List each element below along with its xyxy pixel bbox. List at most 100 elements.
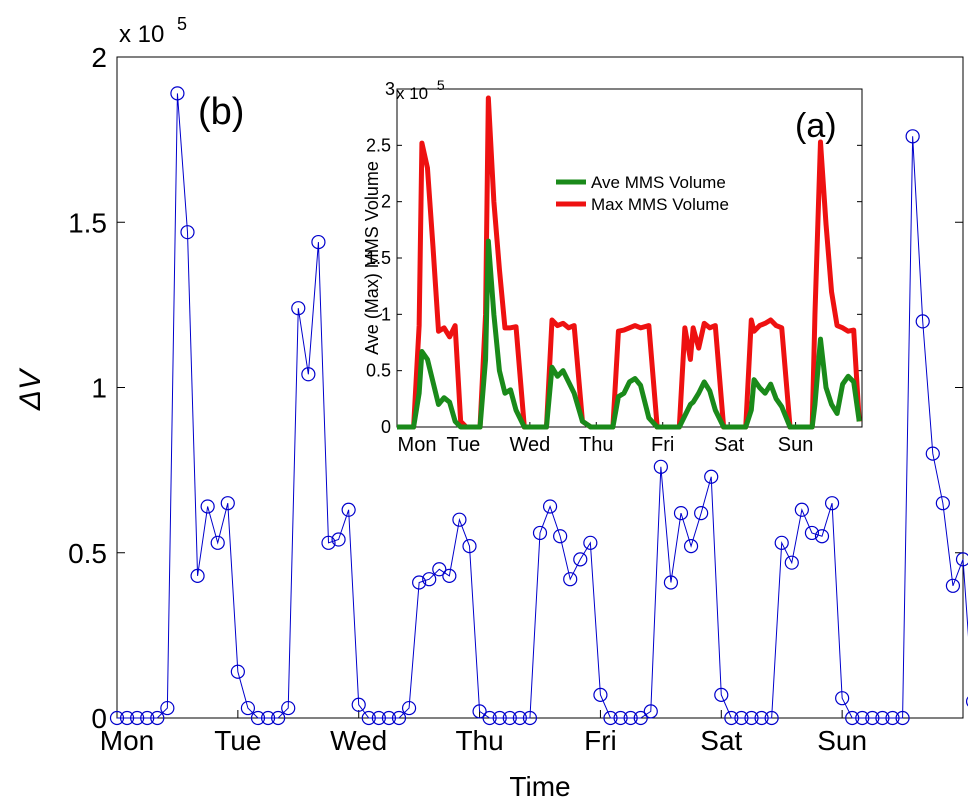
main-data-point [341, 502, 356, 517]
main-data-point [240, 700, 256, 716]
inset-panel-label: (a) [795, 107, 837, 145]
main-data-point [563, 572, 578, 587]
main-data-point [855, 710, 870, 726]
main-panel-label: (b) [198, 91, 244, 133]
main-data-point [291, 301, 306, 316]
main-data-point [150, 710, 165, 726]
main-data-point [432, 562, 447, 577]
main-data-point [271, 710, 286, 726]
main-data-point [724, 710, 739, 726]
main-data-point [502, 710, 517, 726]
main-data-point [895, 710, 910, 726]
main-x-tick-label: Mon [100, 725, 154, 756]
main-data-point [885, 710, 900, 726]
main-data-point [482, 710, 497, 726]
main-data-point [835, 691, 850, 706]
main-data-point [381, 710, 397, 726]
main-data-point [542, 499, 558, 514]
inset-x-tick-label: Mon [398, 434, 437, 456]
inset-plot-frame [396, 88, 863, 428]
main-data-point [160, 700, 175, 716]
main-data-point [412, 575, 427, 590]
main-x-tick-label: Tue [214, 725, 261, 756]
main-data-point [200, 499, 215, 514]
main-data-point [321, 535, 336, 550]
main-data-point [814, 529, 830, 544]
inset-y-exponent-base: x 10 [396, 84, 428, 103]
main-y-axis-label: ΔV [14, 367, 47, 411]
main-data-point [865, 710, 880, 726]
inset-chart: 0 0.5 1 1.5 2 2.5 3 Mon Tue Wed Thu Fri Sat Sun Ave (… [362, 77, 863, 456]
main-series-layer [109, 86, 968, 726]
inset-y-tick-label: 2.5 [366, 135, 391, 155]
main-y-tick-label: 1 [91, 373, 107, 404]
main-data-point [754, 710, 769, 726]
main-data-point [371, 710, 386, 726]
inset-y-exponent: x 10 5 [396, 77, 445, 103]
main-data-point [583, 535, 598, 550]
main-data-point [694, 505, 709, 521]
main-x-axis-label: Time [509, 771, 570, 802]
main-data-point [119, 710, 135, 726]
main-data-point [260, 710, 276, 726]
main-data-point [311, 234, 326, 250]
main-data-point [331, 532, 346, 547]
main-x-tick-label: Sat [700, 725, 742, 756]
main-data-point [965, 696, 968, 707]
main-data-point [401, 700, 417, 716]
inset-x-tick-label: Thu [579, 434, 613, 456]
main-data-point [351, 697, 366, 712]
main-data-point [643, 704, 658, 719]
main-data-point [220, 496, 235, 511]
main-data-point [442, 568, 457, 583]
main-data-point [109, 710, 125, 726]
main-data-point [130, 710, 145, 726]
main-data-point [744, 710, 759, 726]
main-data-point [180, 225, 195, 240]
inset-y-tick-label: 2 [381, 192, 391, 212]
main-data-point [824, 496, 840, 511]
inset-series-line-ave [397, 238, 862, 430]
main-data-point [593, 687, 608, 702]
main-data-point [230, 664, 245, 679]
main-x-tick-label: Sun [817, 725, 867, 756]
main-data-point [140, 710, 155, 726]
main-data-point [704, 469, 719, 484]
main-data-point [714, 687, 729, 702]
inset-y-exponent-power: 5 [437, 77, 445, 93]
main-data-point [603, 710, 618, 726]
main-data-point [190, 568, 205, 583]
main-data-point [422, 572, 437, 587]
inset-y-tick-label: 0.5 [366, 361, 391, 381]
main-y-exponent: x 10 5 [119, 14, 187, 48]
inset-legend: Ave MMS Volume Max MMS Volume [556, 173, 729, 214]
legend-label-max: Max MMS Volume [591, 195, 729, 214]
main-data-point [774, 535, 789, 550]
main-data-point [573, 552, 588, 567]
inset-y-tick-label: 3 [385, 79, 395, 99]
inset-x-tick-label: Sun [778, 434, 814, 456]
main-data-point [794, 502, 809, 517]
legend-label-ave: Ave MMS Volume [591, 173, 726, 192]
main-data-point [653, 459, 668, 474]
inset-x-tick-label: Fri [651, 434, 674, 456]
main-data-point [613, 710, 628, 726]
main-series-line [117, 93, 968, 719]
main-data-point [875, 710, 890, 726]
main-data-point [804, 525, 820, 541]
main-data-point [915, 314, 930, 329]
inset-x-tick-label: Tue [447, 434, 481, 456]
main-y-tick-label: 2 [91, 42, 107, 73]
main-data-point [512, 710, 527, 726]
main-data-point [633, 710, 648, 726]
main-data-point [301, 367, 316, 382]
inset-y-tick-label: 1 [381, 304, 391, 324]
main-x-tick-label: Wed [330, 725, 387, 756]
main-y-tick-label: 1.5 [68, 207, 107, 238]
main-axis-ticks: 0 0.5 1 1.5 2 Mon Tue Wed Thu Fri Sat Sun [68, 42, 963, 756]
main-data-point [905, 129, 920, 144]
main-y-tick-label: 0.5 [68, 538, 107, 569]
main-data-point [391, 710, 407, 726]
main-data-point [452, 512, 467, 527]
